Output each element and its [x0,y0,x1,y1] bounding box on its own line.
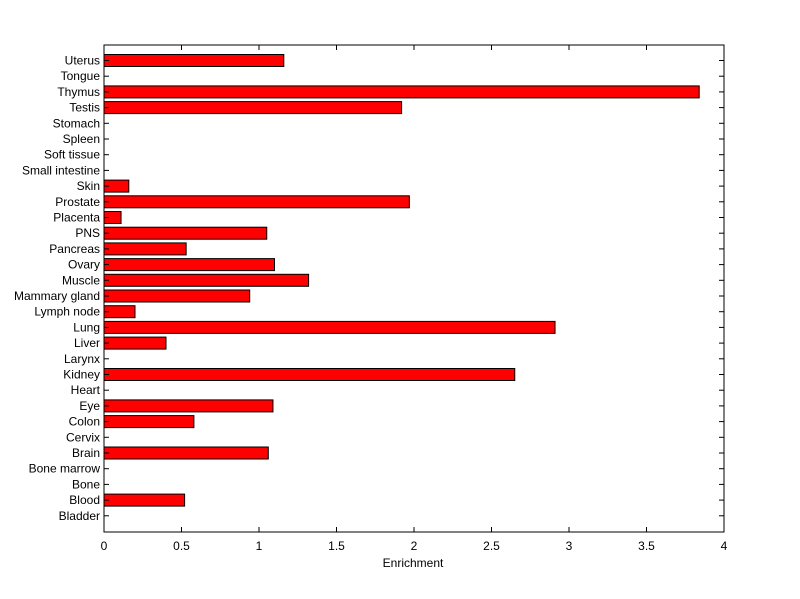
x-tick-label: 0.5 [173,539,190,553]
category-label: Muscle [62,273,100,287]
ticks-group [103,45,725,532]
category-label: Colon [69,415,100,429]
category-label: PNS [75,226,100,240]
category-label: Bladder [59,509,100,523]
category-label: Small intestine [22,163,100,177]
x-tick-label: 3.5 [638,539,655,553]
category-label: Lung [73,320,100,334]
bar-ovary [103,258,275,272]
category-label: Skin [77,179,100,193]
bar-brain [103,446,269,460]
bar-eye [103,399,274,413]
x-tick-label: 1 [256,539,263,553]
bar-pns [103,226,268,240]
x-axis-label: Enrichment [383,556,444,570]
bar-kidney [103,368,516,381]
bar-pancreas [103,242,187,256]
category-label: Blood [69,493,100,507]
bar-muscle [103,273,310,287]
bar-mammary-gland [103,289,251,303]
category-label: Liver [74,336,100,350]
category-label: Eye [79,399,100,413]
x-tick-label: 1.5 [328,539,345,553]
category-label: Placenta [53,211,100,225]
category-label: Stomach [53,116,100,130]
category-label: Brain [72,446,100,460]
bar-testis [103,101,403,115]
category-label: Pancreas [49,242,100,256]
category-label: Bone [72,477,100,491]
bar-lung [103,320,556,334]
bar-uterus [103,54,285,67]
x-tick-label: 3 [566,539,573,553]
bar-colon [103,415,195,429]
category-label: Prostate [55,195,100,209]
category-label: Mammary gland [14,289,100,303]
x-tick-label: 0 [101,539,108,553]
x-tick-labels: 0 0.5 1 1.5 2 2.5 3 3.5 4 [101,539,728,553]
category-label: Heart [71,383,101,397]
bar-liver [103,336,167,350]
category-label: Testis [69,101,100,115]
category-label: Soft tissue [44,148,100,162]
category-label: Kidney [63,368,100,382]
category-label: Bone marrow [29,462,101,476]
category-label: Larynx [64,352,100,366]
x-tick-label: 4 [721,539,728,553]
category-label: Uterus [65,54,100,68]
plot-frame [103,44,725,533]
x-tick-label: 2.5 [483,539,500,553]
bar-thymus [103,85,700,99]
category-label: Thymus [57,85,100,99]
bars-group [103,54,700,507]
x-tick-label: 2 [411,539,418,553]
category-label: Spleen [63,132,100,146]
category-label: Cervix [66,430,100,444]
bar-blood [103,493,186,507]
category-label: Ovary [68,258,100,272]
bar-prostate [103,195,410,209]
category-label: Tongue [61,69,101,83]
category-label: Lymph node [34,305,100,319]
